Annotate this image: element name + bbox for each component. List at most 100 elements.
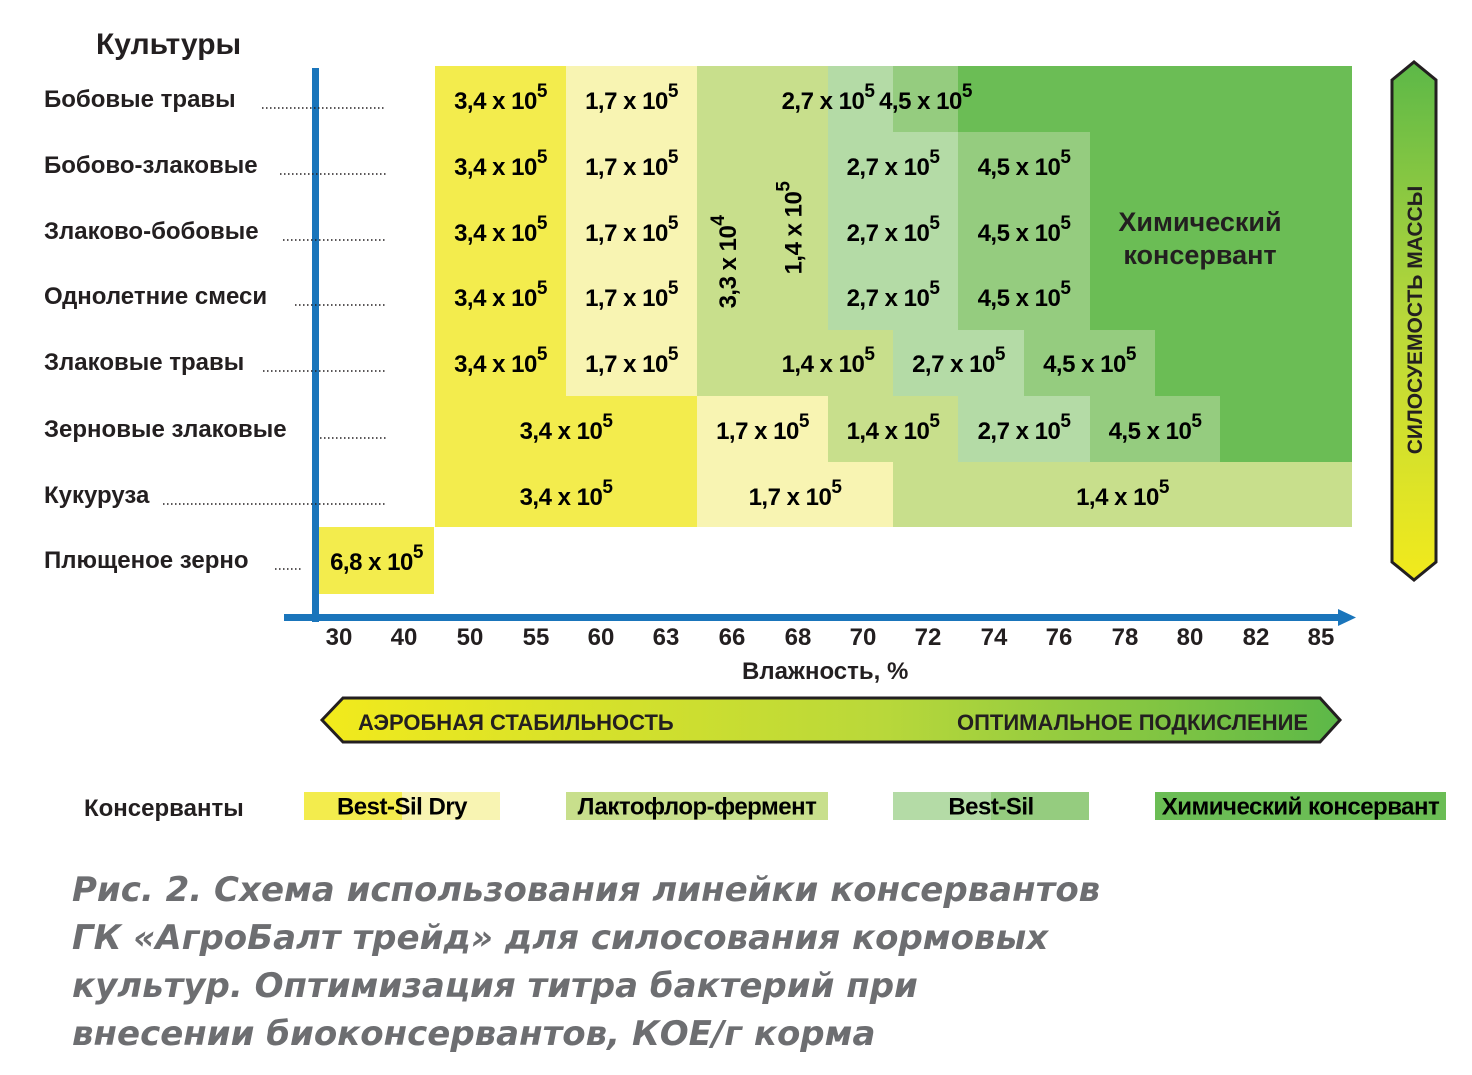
figure-caption: Рис. 2. Схема использования линейки конс… — [72, 866, 1172, 1058]
moisture-tick: 60 — [587, 624, 615, 651]
cell-row-4 — [1155, 330, 1352, 396]
cell-value: 2,7 x 105 — [847, 213, 941, 247]
cell-row-2 — [1090, 198, 1352, 264]
cell-row-6 — [893, 462, 1352, 527]
cell-value: 2,7 x 105 — [782, 81, 876, 115]
legend-item-label: Химический консервант — [1162, 793, 1440, 820]
cell-value: 1,4 x 105 — [847, 411, 941, 445]
cell-value: 4,5 x 105 — [978, 278, 1072, 312]
moisture-tick: 50 — [456, 624, 484, 651]
moisture-tick: 70 — [849, 624, 877, 651]
cell-row-3 — [958, 264, 1090, 330]
caption-line: культур. Оптимизация титра бактерий при — [72, 966, 918, 1006]
cell-row-1 — [958, 132, 1090, 198]
moisture-effect-arrow — [319, 696, 1343, 744]
cell-value: 1,7 x 105 — [585, 147, 679, 181]
axes-layer — [163, 68, 1356, 626]
legend-item-label: Best-Sil Dry — [337, 793, 468, 820]
crop-label: Злаково-бобовые — [44, 218, 259, 245]
cell-value: 3,4 x 105 — [520, 411, 614, 445]
moisture-tick: 72 — [914, 624, 942, 651]
aerobic-stability-label: АЭРОБНАЯ СТАБИЛЬНОСТЬ — [358, 710, 674, 735]
chemical-label-line: консервант — [1123, 240, 1277, 270]
legend-item-label: Best-Sil — [948, 793, 1033, 820]
cell-row-3 — [828, 264, 958, 330]
moisture-tick: 30 — [325, 624, 353, 651]
cell-value: 3,4 x 105 — [454, 147, 548, 181]
x-axis-label: Влажность, % — [742, 658, 909, 685]
optimal-acidification-label: ОПТИМАЛЬНОЕ ПОДКИСЛЕНИЕ — [957, 710, 1309, 735]
legend-title: Консерванты — [84, 795, 244, 822]
cell-value: 1,7 x 105 — [716, 411, 810, 445]
moisture-tick: 78 — [1111, 624, 1139, 651]
cell-value: 1,4 x 105 — [1076, 477, 1170, 511]
ensilability-label: СИЛОСУЕМОСТЬ МАССЫ — [1404, 185, 1427, 455]
cell-value: 2,7 x 105 — [847, 147, 941, 181]
cell-value: 3,4 x 105 — [454, 278, 548, 312]
cell-value: 2,7 x 105 — [978, 411, 1072, 445]
cell-value: 4,5 x 105 — [978, 213, 1072, 247]
cell-value: 4,5 x 105 — [1109, 411, 1203, 445]
span-cell — [697, 132, 763, 330]
cell-row-5 — [958, 396, 1090, 462]
cell-value: 1,7 x 105 — [749, 477, 843, 511]
caption-line: внесении биоконсервантов, КОЕ/г корма — [72, 1014, 876, 1054]
cell-row-0 — [893, 66, 958, 132]
cell-value: 3,4 x 105 — [520, 477, 614, 511]
legend-swatch — [1155, 792, 1446, 820]
cell-value: 2,7 x 105 — [847, 278, 941, 312]
moisture-tick: 76 — [1045, 624, 1073, 651]
cell-value: 3,4 x 105 — [454, 81, 548, 115]
cell-row-6 — [435, 462, 697, 527]
cell-row-1 — [435, 132, 566, 198]
moisture-tick: 82 — [1242, 624, 1270, 651]
cell-row-3 — [435, 264, 566, 330]
cell-value: 1,4 x 105 — [782, 344, 876, 378]
caption-line: ГК «АгроБалт трейд» для силосования корм… — [72, 918, 1049, 958]
cell-row-3 — [1090, 264, 1352, 330]
cells-layer — [319, 66, 1352, 594]
chemical-label-line: Химический — [1118, 207, 1282, 237]
cell-row-6 — [697, 462, 893, 527]
crop-label: Бобовые травы — [44, 86, 236, 113]
cell-row-0 — [697, 66, 763, 132]
cell-value: 1,7 x 105 — [585, 81, 679, 115]
cell-value: 3,4 x 105 — [454, 213, 548, 247]
cell-value: 1,7 x 105 — [585, 278, 679, 312]
cell-row-4 — [435, 330, 566, 396]
chemical-preservative-label: Химический консервант — [1118, 206, 1281, 272]
legend: Best-Sil Dry Лактофлор-фермент Best-Sil Хим… — [304, 792, 1446, 820]
legend-swatch — [304, 792, 500, 820]
moisture-tick: 85 — [1307, 624, 1335, 651]
caption-line: Рис. 2. Схема использования линейки конс… — [72, 870, 1101, 910]
cell-row-5 — [435, 396, 697, 462]
cell-row-0 — [435, 66, 566, 132]
cell-values-layer: 3,4 x 105 1,7 x 105 2,7 x 105 4,5 x 105 3,4 … — [330, 81, 1203, 576]
cell-row-5 — [1090, 396, 1220, 462]
span-value: 3,3 x 104 — [708, 215, 742, 309]
cell-row-4 — [566, 330, 697, 396]
cell-value: 1,7 x 105 — [585, 344, 679, 378]
legend-swatch — [566, 792, 828, 820]
cell-row-4 — [697, 330, 763, 396]
cell-row-0 — [958, 66, 1352, 132]
y-axis — [312, 68, 319, 622]
crop-label: Кукуруза — [44, 482, 150, 509]
cell-row-2 — [828, 198, 958, 264]
moisture-tick: 55 — [522, 624, 550, 651]
moisture-tick: 80 — [1176, 624, 1204, 651]
ensilability-arrow — [1390, 60, 1438, 582]
legend-swatch — [893, 792, 1089, 820]
cell-value: 2,7 x 105 — [912, 344, 1006, 378]
crops-title: Культуры — [96, 28, 242, 61]
cell-row-3 — [566, 264, 697, 330]
cell-row-5 — [1220, 396, 1352, 462]
legend-item-label: Лактофлор-фермент — [578, 793, 818, 820]
crop-label: Однолетние смеси — [44, 283, 268, 310]
crop-label: Плющеное зерно — [44, 547, 249, 574]
cell-row-2 — [566, 198, 697, 264]
span-value: 1,4 x 105 — [774, 181, 808, 275]
cell-row-7 — [319, 527, 434, 594]
crop-label: Зерновые злаковые — [44, 416, 287, 443]
